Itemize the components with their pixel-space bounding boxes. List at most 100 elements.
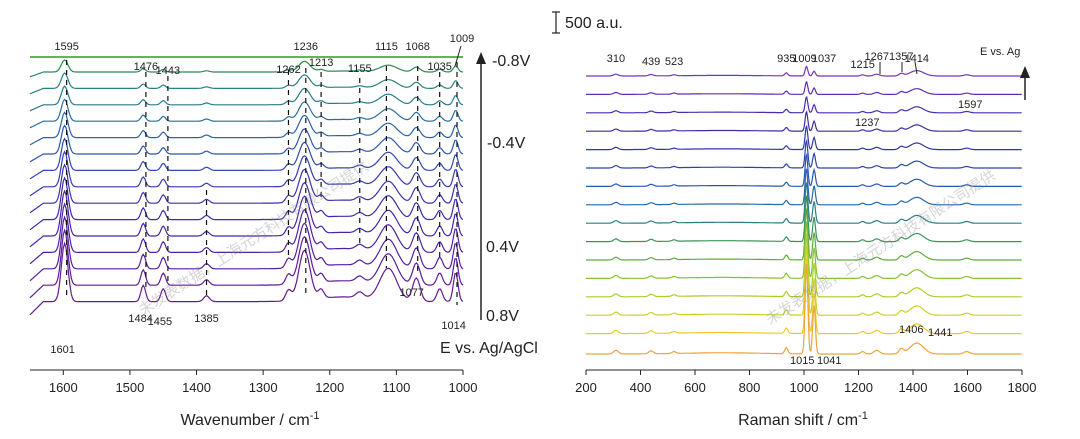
ir-bottom-label-1077: 1077 [399, 287, 423, 299]
raman-curve-16 [586, 263, 1022, 355]
raman-curve-14 [586, 246, 1022, 316]
ir-peak-label-1009: 1009 [450, 33, 474, 45]
raman-tick-label-1000: 1000 [790, 380, 819, 395]
ir-peak-label-1476: 1476 [134, 61, 158, 73]
raman-tick-label-200: 200 [575, 380, 597, 395]
ir-curve-7 [29, 137, 464, 180]
raman-curve-13 [586, 233, 1022, 298]
raman-peak-label-1267: 1267 [865, 51, 889, 63]
ir-curve-5 [29, 111, 464, 146]
raman-curve-10 [586, 195, 1022, 243]
raman-curves [586, 65, 1022, 355]
ir-bottom-label-1385: 1385 [194, 313, 218, 325]
ir-curve-14 [29, 228, 464, 299]
raman-x-axis-title: Raman shift / cm-1 [738, 410, 868, 429]
raman-peak-label-1037: 1037 [812, 53, 836, 65]
ir-curve-9 [29, 163, 464, 214]
potential-label-04: 0.4V [486, 239, 519, 256]
ir-curve-15 [29, 241, 464, 316]
raman-axis-note: E vs. Ag [980, 46, 1020, 58]
raman-peak-label-1237: 1237 [855, 117, 879, 129]
raman-x-ticks: 200 400 600 800 1000 1200 1400 1600 1800 [575, 370, 1036, 395]
scale-bar: 500 a.u. [552, 11, 623, 34]
ir-x-axis-title-text: Wavenumber / cm [181, 412, 310, 429]
potential-arrow-head [476, 52, 486, 64]
ir-curve-11 [29, 189, 464, 248]
ir-axis-note: E vs. Ag/AgCl [440, 340, 538, 357]
raman-curve-2 [586, 80, 1022, 96]
raman-peak-label-1406: 1406 [899, 324, 923, 336]
ir-peak-dashes [66, 60, 458, 305]
potential-label-neg08: -0.8V [492, 53, 531, 70]
raman-curve-4 [586, 110, 1022, 132]
ir-peak-label-1068: 1068 [405, 41, 429, 53]
raman-peak-label-439: 439 [642, 56, 660, 68]
ir-tick-label-1600: 1600 [49, 380, 78, 395]
raman-peak-label-1414: 1414 [905, 53, 929, 65]
ir-x-axis-title: Wavenumber / cm-1 [181, 410, 320, 429]
ir-peak-label-1035: 1035 [427, 61, 451, 73]
raman-tick-label-1600: 1600 [953, 380, 982, 395]
ir-curve-12 [29, 202, 464, 265]
raman-curve-9 [586, 182, 1022, 224]
raman-tick-label-1400: 1400 [899, 380, 928, 395]
raman-curve-6 [586, 138, 1022, 169]
raman-curve-11 [586, 208, 1022, 261]
raman-peak-label-1441: 1441 [928, 327, 952, 339]
ir-1009-pointer [454, 45, 462, 67]
raman-curve-7 [586, 152, 1022, 187]
ir-curve-3 [29, 85, 464, 112]
raman-x-axis-title-text: Raman shift / cm [738, 412, 858, 429]
ir-curve-13 [29, 215, 464, 282]
ir-peak-label-1236: 1236 [294, 41, 318, 53]
ir-tick-label-1000: 1000 [449, 380, 478, 395]
raman-tick-label-1800: 1800 [1008, 380, 1037, 395]
ir-curves [29, 56, 464, 316]
raman-tick-label-1200: 1200 [844, 380, 873, 395]
raman-peak-label-1215: 1215 [850, 59, 874, 71]
potential-label-neg04: -0.4V [487, 135, 526, 152]
ir-peak-label-1115: 1115 [375, 41, 398, 53]
ir-peak-label-1595: 1595 [54, 41, 78, 53]
ir-peak-label-1262: 1262 [276, 64, 300, 76]
ir-curve-1 [29, 59, 464, 78]
raman-curve-15 [586, 258, 1022, 335]
ir-peak-label-1213: 1213 [309, 57, 333, 69]
raman-peak-label-935: 935 [777, 53, 795, 65]
raman-peak-label-1357: 1357 [889, 51, 913, 63]
ir-tick-label-1500: 1500 [115, 380, 144, 395]
ir-x-ticks: 1600 1500 1400 1300 1200 1100 1000 [49, 370, 478, 395]
raman-curve-12 [586, 221, 1022, 279]
raman-top-arrow-head [1020, 66, 1030, 78]
raman-panel: 200 400 600 800 1000 1200 1400 1600 1800 Raman s… [575, 46, 1036, 429]
ir-tick-label-1100: 1100 [382, 380, 410, 395]
ir-curve-2 [29, 72, 464, 95]
raman-peak-label-310: 310 [607, 53, 625, 65]
raman-peak-label-1015: 1015 [790, 355, 814, 367]
ir-x-axis-title-sup: -1 [310, 410, 320, 422]
raman-1414-arrow [914, 61, 918, 75]
ir-peak-label-1443: 1443 [156, 65, 180, 77]
ir-tick-label-1400: 1400 [182, 380, 211, 395]
ir-curve-8 [29, 150, 464, 197]
raman-curve-8 [586, 168, 1022, 206]
raman-curve-1 [586, 65, 1022, 77]
scale-bar-label: 500 a.u. [565, 15, 623, 32]
ir-peak-label-1155: 1155 [348, 63, 372, 75]
raman-x-axis-title-sup: -1 [858, 410, 868, 422]
raman-peak-label-523: 523 [665, 56, 683, 68]
raman-peak-label-1009: 1009 [792, 53, 816, 65]
raman-tick-label-600: 600 [684, 380, 706, 395]
potential-label-08: 0.8V [486, 308, 519, 325]
raman-tick-label-400: 400 [630, 380, 652, 395]
ir-bottom-label-1484: 1484 [128, 313, 152, 325]
raman-peak-label-1597: 1597 [958, 99, 982, 111]
watermark-left: 未发表数据，上海元方科技有限公司提供 [135, 157, 371, 319]
ir-tick-label-1300: 1300 [249, 380, 278, 395]
raman-tick-label-800: 800 [739, 380, 761, 395]
raman-curve-5 [586, 124, 1022, 151]
